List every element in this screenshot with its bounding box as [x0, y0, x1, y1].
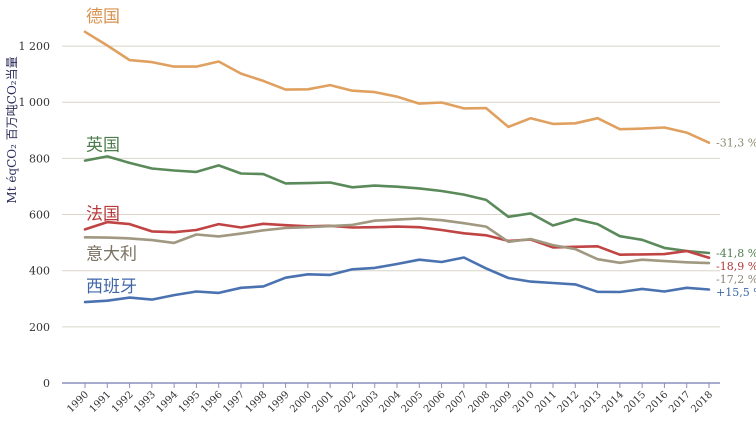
x-tick-label: 2017 [667, 389, 693, 415]
x-axis: 1990199119921993199419951996199719981999… [65, 383, 715, 415]
x-tick-label: 2010 [511, 389, 537, 415]
series-line [83, 256, 711, 304]
series-name-label: 西班牙 [86, 277, 137, 297]
grid-layer [62, 45, 720, 384]
series-name-label: 法国 [86, 204, 120, 224]
x-tick-label: 2005 [400, 389, 426, 415]
x-tick-label: 1999 [266, 389, 292, 415]
series-line [83, 217, 711, 265]
x-tick-label: 2011 [533, 389, 559, 415]
x-tick-label: 1991 [88, 389, 114, 415]
series-name-label: 英国 [86, 136, 120, 156]
series-line [83, 155, 711, 255]
x-tick-label: 1996 [199, 389, 225, 415]
y-tick-label: 800 [29, 152, 50, 165]
x-tick-label: 2015 [622, 389, 648, 415]
end-change-label: -41,8 % [716, 247, 756, 260]
x-tick-label: 2000 [288, 389, 314, 415]
x-tick-label: 2009 [489, 389, 515, 415]
x-tick-label: 2013 [578, 389, 604, 415]
x-tick-label: 1997 [221, 389, 247, 415]
y-tick-label: 200 [29, 321, 50, 334]
x-tick-label: 1992 [110, 389, 136, 415]
x-tick-label: 2007 [444, 389, 470, 415]
x-tick-label: 2018 [689, 389, 715, 415]
x-tick-label: 1995 [177, 389, 203, 415]
x-tick-label: 2004 [377, 389, 403, 415]
x-tick-label: 2002 [333, 389, 359, 415]
y-axis-title: Mt éqCO₂ 百万吨CO₂当量 [5, 56, 19, 203]
series-line [83, 220, 711, 260]
series-name-label: 德国 [86, 7, 120, 27]
x-tick-label: 1993 [132, 389, 158, 415]
x-tick-label: 1994 [154, 389, 180, 415]
x-tick-label: 2003 [355, 389, 381, 415]
end-change-label: -18,9 % [716, 260, 756, 273]
x-tick-label: 1990 [65, 389, 91, 415]
y-tick-label: 0 [43, 377, 50, 390]
y-tick-label: 1 000 [19, 96, 51, 109]
series-name-label: 意大利 [86, 244, 137, 264]
x-tick-label: 2012 [556, 389, 582, 415]
end-change-label: -31,3 % [716, 137, 756, 150]
x-tick-label: 2016 [645, 389, 671, 415]
end-change-label: +15,5 % [716, 286, 756, 299]
x-tick-label: 2006 [422, 389, 448, 415]
y-tick-label: 1 200 [19, 40, 51, 53]
series-line [83, 30, 711, 144]
series-layer [83, 30, 711, 304]
x-tick-label: 1998 [244, 389, 270, 415]
x-tick-label: 2014 [600, 389, 626, 415]
y-tick-label: 600 [29, 209, 50, 222]
x-tick-label: 2008 [466, 389, 492, 415]
y-axis: 0 200 400 600 800 1 000 1 200 [19, 40, 51, 390]
x-tick-label: 2001 [310, 389, 336, 415]
end-change-label: -17,2 % [716, 273, 756, 286]
y-tick-label: 400 [29, 265, 50, 278]
